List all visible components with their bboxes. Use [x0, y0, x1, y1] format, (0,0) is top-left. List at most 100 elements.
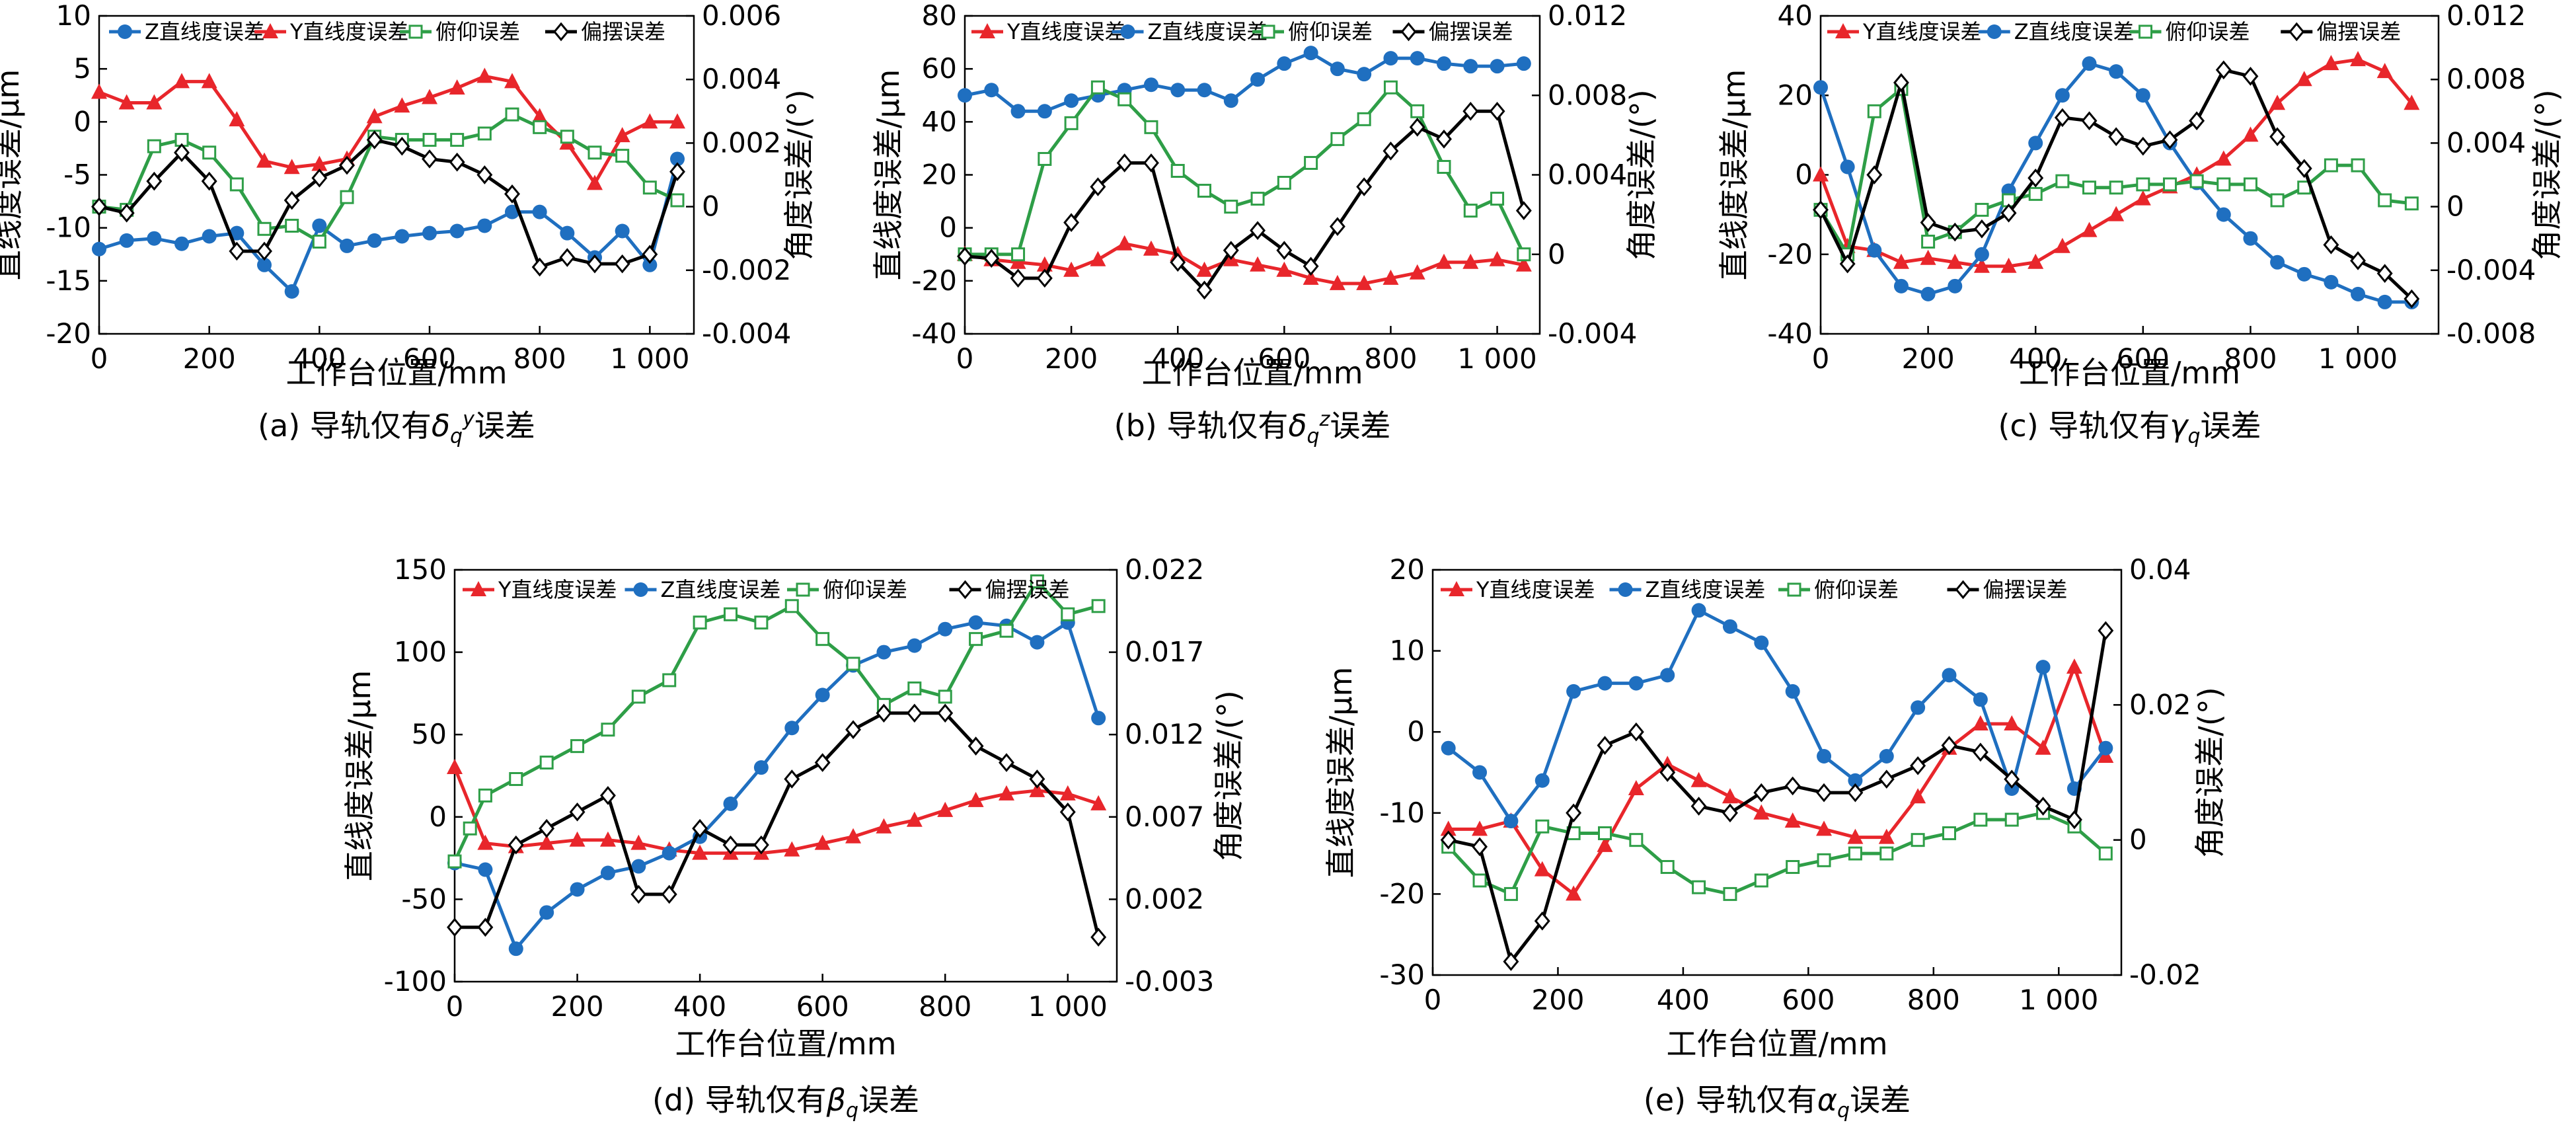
y2-tick-label: 0.004: [702, 63, 781, 95]
data-point: [1383, 80, 1398, 95]
data-point: [1276, 241, 1293, 260]
data-point: [1436, 253, 1452, 269]
data-point: [662, 673, 677, 687]
data-point: [2404, 196, 2419, 211]
data-point: [631, 689, 646, 704]
x-tick-label: 1 000: [2019, 984, 2098, 1016]
x-tick-label: 1 000: [610, 342, 689, 375]
legend-marker: [633, 582, 648, 597]
data-point: [1722, 619, 1737, 634]
data-point: [1517, 247, 1531, 262]
legend-marker: [1987, 24, 2002, 39]
y-tick-label: -15: [46, 264, 91, 297]
series-line: [1448, 630, 2107, 964]
data-point: [1036, 268, 1053, 288]
data-point: [450, 133, 465, 147]
data-point: [147, 139, 161, 153]
data-point: [1383, 141, 1399, 161]
y2-axis-title: 角度误差/(°): [1211, 690, 1246, 861]
data-point: [202, 229, 217, 244]
y2-axis-title: 角度误差/(°): [1624, 89, 1659, 260]
data-point: [1597, 736, 1613, 755]
data-point: [1813, 166, 1829, 182]
data-point: [1817, 748, 1832, 764]
series-0: [447, 759, 1107, 860]
data-point: [1628, 676, 1644, 691]
series-1: [91, 67, 685, 190]
legend: Z直线度误差 Y直线度误差 俯仰误差 偏摆误差: [109, 19, 665, 44]
data-point: [2109, 64, 2124, 79]
data-point: [422, 133, 437, 147]
y-tick-label: 5: [73, 52, 91, 85]
data-point: [1010, 104, 1026, 119]
data-point: [531, 257, 548, 277]
y-tick-label: 60: [922, 52, 957, 85]
x-tick-label: 200: [1045, 342, 1098, 375]
data-point: [1893, 253, 1909, 269]
y2-tick-label: 0: [702, 190, 720, 223]
data-point: [2376, 264, 2393, 283]
data-point: [1972, 742, 1989, 762]
data-point: [2082, 180, 2097, 195]
data-point: [174, 143, 190, 163]
data-point: [477, 126, 492, 141]
legend-label: 偏摆误差: [1429, 19, 1513, 44]
data-point: [1410, 104, 1425, 118]
data-point: [2109, 180, 2123, 195]
data-point: [692, 818, 708, 838]
x-tick-label: 400: [2009, 342, 2062, 375]
data-point: [1628, 780, 1644, 796]
data-point: [1975, 202, 1989, 217]
data-point: [449, 223, 465, 239]
series-3: [91, 130, 685, 277]
data-point: [723, 796, 738, 811]
y-tick-label: 0: [1407, 715, 1425, 748]
data-point: [2242, 67, 2259, 86]
data-point: [1847, 828, 1864, 844]
data-point: [1090, 251, 1106, 266]
data-point: [1197, 184, 1211, 198]
y2-tick-label: 0.012: [1548, 0, 1627, 32]
legend-label: Y直线度误差: [289, 19, 409, 44]
y-tick-label: 0: [73, 105, 91, 137]
y-tick-label: 50: [412, 718, 447, 750]
data-point: [1597, 676, 1612, 691]
legend-marker: [1120, 24, 1135, 39]
data-point: [92, 241, 106, 256]
data-point: [559, 248, 576, 267]
data-point: [1410, 51, 1425, 66]
y-tick-label: 20: [922, 159, 957, 191]
data-point: [1304, 155, 1318, 170]
data-point: [91, 83, 107, 99]
data-point: [2189, 174, 2204, 188]
data-point: [447, 759, 463, 775]
legend: Y直线度误差 Z直线度误差 俯仰误差 偏摆误差: [463, 577, 1070, 602]
series-3: [957, 101, 1532, 300]
data-point: [1276, 261, 1293, 277]
data-point: [669, 113, 685, 129]
data-point: [1357, 112, 1371, 126]
data-point: [1942, 668, 1957, 683]
data-point: [2081, 111, 2098, 131]
data-point: [1628, 722, 1644, 742]
data-point: [1029, 781, 1045, 797]
data-point: [1566, 885, 1582, 901]
data-point: [1911, 700, 1926, 715]
data-point: [938, 621, 953, 637]
legend-label: Y直线度误差: [498, 577, 617, 602]
y-tick-label: -10: [1379, 797, 1425, 829]
legend: Y直线度误差 Z直线度误差 俯仰误差 偏摆误差: [1441, 577, 2068, 602]
data-point: [1941, 736, 1957, 755]
data-point: [560, 225, 575, 241]
data-point: [907, 638, 922, 653]
data-point: [2000, 257, 2017, 273]
data-point: [570, 739, 585, 754]
data-point: [2216, 177, 2231, 192]
data-point: [814, 834, 831, 850]
data-point: [938, 689, 952, 704]
data-point: [1947, 253, 1963, 269]
data-point: [1534, 911, 1550, 931]
data-point: [1489, 251, 1505, 266]
data-point: [2243, 231, 2258, 246]
data-point: [1061, 607, 1075, 621]
